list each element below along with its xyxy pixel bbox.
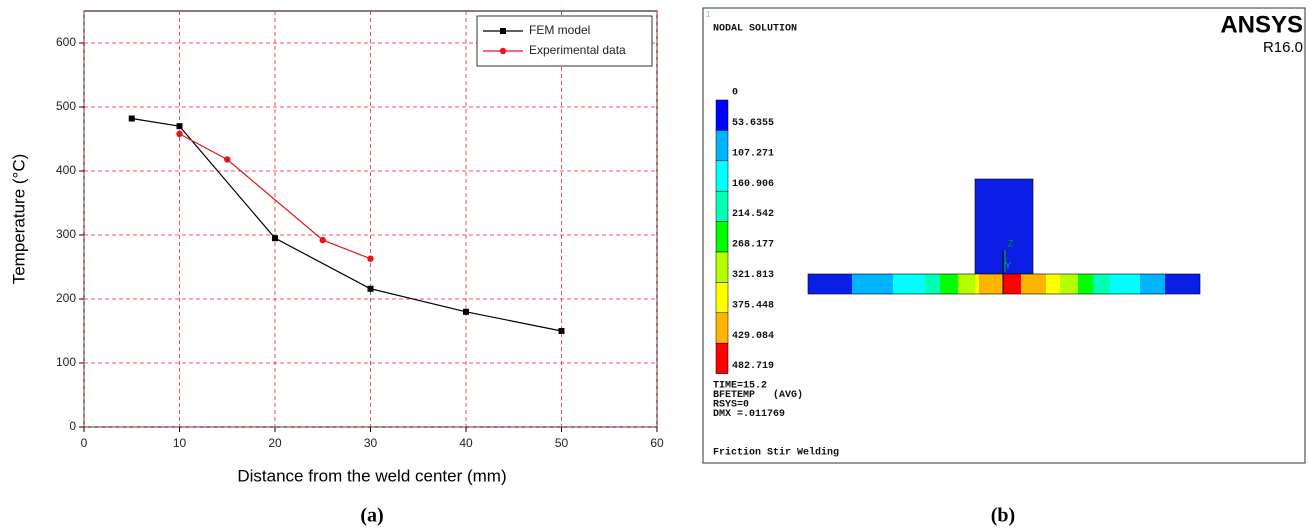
color-band (716, 130, 728, 160)
legend-marker (500, 28, 506, 34)
page: {"chart_data": {"type": "line", "x_label… (0, 0, 1310, 528)
y-tick-label: 400 (56, 163, 76, 177)
x-tick-label: 10 (173, 436, 187, 450)
legend-value: 107.271 (732, 148, 774, 159)
legend-value: 53.6355 (732, 118, 774, 129)
y-axis-title: Temperature (°C) (9, 154, 28, 285)
plate-band (1110, 274, 1140, 294)
legend-value: 321.813 (732, 270, 774, 281)
version: R16.0 (1263, 39, 1303, 56)
body: 1 NODAL SOLUTION ANSYS R16.0 Z (0, 0, 1310, 528)
plate-band (1078, 274, 1093, 294)
point (368, 286, 374, 292)
plate-band (808, 274, 852, 294)
color-band (716, 343, 728, 373)
plate-band (975, 274, 979, 294)
legend-label: FEM model (529, 23, 590, 37)
legend-value: 482.719 (732, 361, 774, 372)
legend-label: Experimental data (529, 43, 626, 57)
plate-band (1140, 274, 1165, 294)
point (177, 123, 183, 129)
legend-value: 268.177 (732, 240, 774, 251)
triad-label: Z (1008, 238, 1014, 248)
x-tick-label: 40 (459, 436, 473, 450)
color-band (716, 161, 728, 191)
plate-band (979, 274, 1003, 294)
caption: (a) (360, 505, 383, 527)
triad-label: Y (1005, 260, 1011, 270)
tool-pin (975, 179, 1033, 274)
point (367, 255, 373, 261)
x-tick-label: 30 (364, 436, 378, 450)
legend-value: 0 (732, 88, 738, 99)
color-band (716, 282, 728, 312)
point (559, 328, 565, 334)
plate-band (1093, 274, 1110, 294)
point (176, 131, 182, 137)
legend-marker (500, 48, 506, 54)
legend-value: 429.084 (732, 331, 774, 342)
point (224, 156, 230, 162)
x-tick-label: 0 (81, 436, 88, 450)
plot-heading: NODAL SOLUTION (713, 24, 797, 35)
y-tick-label: 500 (56, 99, 76, 113)
plate-band (958, 274, 975, 294)
y-tick-label: 300 (56, 227, 76, 241)
color-band (716, 191, 728, 221)
plate-band (940, 274, 958, 294)
plate-band (925, 274, 940, 294)
figure: 1 NODAL SOLUTION ANSYS R16.0 Z (0, 0, 1310, 528)
plate-band (1003, 274, 1021, 294)
y-tick-label: 600 (56, 35, 76, 49)
x-tick-label: 20 (268, 436, 282, 450)
y-tick-label: 0 (69, 419, 76, 433)
plate-band (1165, 274, 1200, 294)
plate-band (1021, 274, 1046, 294)
plate-band (852, 274, 893, 294)
point (129, 116, 135, 122)
color-band (716, 222, 728, 252)
info-line: DMX =.011769 (713, 409, 785, 420)
y-tick-label: 200 (56, 291, 76, 305)
plate-band (1060, 274, 1078, 294)
plate-band (1046, 274, 1060, 294)
color-band (716, 252, 728, 282)
legend-value: 214.542 (732, 209, 774, 220)
color-band (716, 100, 728, 130)
plate-band (893, 274, 925, 294)
x-tick-label: 50 (555, 436, 569, 450)
legend-value: 160.906 (732, 179, 774, 190)
y-tick-label: 100 (56, 355, 76, 369)
color-bar (716, 100, 728, 374)
brand: ANSYS (1220, 11, 1303, 38)
plot-footer: Friction Stir Welding (713, 447, 839, 459)
point (463, 309, 469, 315)
window-number: 1 (706, 10, 711, 19)
point (272, 235, 278, 241)
caption: (b) (991, 505, 1015, 527)
legend-value: 375.448 (732, 300, 774, 311)
point (320, 237, 326, 243)
x-tick-label: 60 (650, 436, 664, 450)
color-band (716, 313, 728, 343)
x-axis-title: Distance from the weld center (mm) (237, 466, 506, 485)
